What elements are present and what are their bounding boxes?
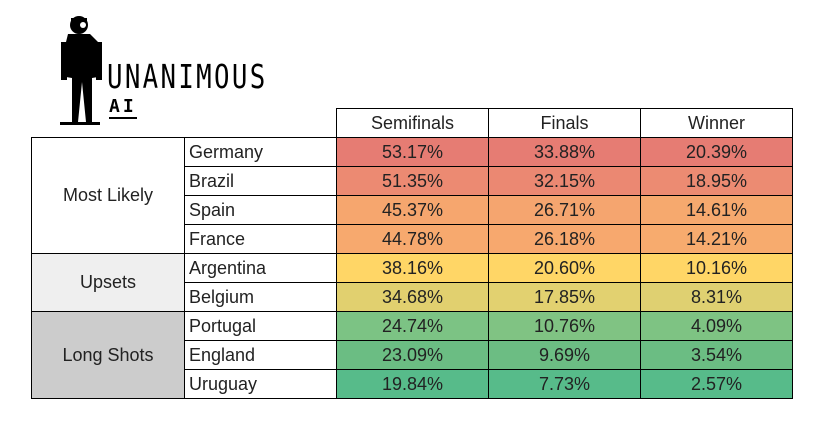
group-label: Most Likely (31, 137, 185, 254)
winner-value: 10.16% (640, 253, 793, 283)
probability-table: Semifinals Finals Winner Most Likely Germ… (31, 108, 793, 399)
logo-wordmark: UNANIMOUS (107, 57, 268, 96)
table-row: Upsets Argentina 38.16% 20.60% 10.16% (31, 253, 793, 312)
finals-value: 7.73% (488, 369, 641, 399)
winner-value: 20.39% (640, 137, 793, 167)
country-name: England (184, 340, 337, 370)
winner-value: 2.57% (640, 369, 793, 399)
logo-subtitle: AI (109, 96, 137, 119)
header-row: Semifinals Finals Winner (32, 108, 793, 138)
header-winner: Winner (640, 108, 793, 138)
winner-value: 8.31% (640, 282, 793, 312)
semifinals-value: 53.17% (336, 137, 489, 167)
semifinals-value: 44.78% (336, 224, 489, 254)
unanimous-ai-logo: UNANIMOUS AI (60, 12, 320, 127)
group-label: Upsets (31, 253, 185, 312)
semifinals-value: 51.35% (336, 166, 489, 196)
finals-value: 26.71% (488, 195, 641, 225)
group-label: Long Shots (31, 311, 185, 399)
semifinals-value: 19.84% (336, 369, 489, 399)
country-name: France (184, 224, 337, 254)
finals-value: 9.69% (488, 340, 641, 370)
country-name: Portugal (184, 311, 337, 341)
country-name: Belgium (184, 282, 337, 312)
winner-value: 14.61% (640, 195, 793, 225)
country-name: Spain (184, 195, 337, 225)
table-row: England 23.09% 9.69% 3.54% (32, 340, 793, 370)
semifinals-value: 45.37% (336, 195, 489, 225)
country-name: Uruguay (184, 369, 337, 399)
table-row: Most Likely Germany 53.17% 33.88% 20.39% (31, 137, 793, 254)
country-name: Argentina (184, 253, 337, 283)
table-row: Uruguay 19.84% 7.73% 2.57% (32, 369, 793, 399)
finals-value: 17.85% (488, 282, 641, 312)
winner-value: 4.09% (640, 311, 793, 341)
table-row: Brazil 51.35% 32.15% 18.95% (32, 166, 793, 196)
semifinals-value: 34.68% (336, 282, 489, 312)
table-row: Long Shots Portugal 24.74% 10.76% 4.09% (31, 311, 793, 399)
winner-value: 3.54% (640, 340, 793, 370)
winner-value: 18.95% (640, 166, 793, 196)
finals-value: 32.15% (488, 166, 641, 196)
header-finals: Finals (488, 108, 641, 138)
country-name: Germany (184, 137, 337, 167)
winner-value: 14.21% (640, 224, 793, 254)
semifinals-value: 23.09% (336, 340, 489, 370)
header-semifinals: Semifinals (336, 108, 489, 138)
finals-value: 33.88% (488, 137, 641, 167)
finals-value: 10.76% (488, 311, 641, 341)
country-name: Brazil (184, 166, 337, 196)
finals-value: 26.18% (488, 224, 641, 254)
table-row: France 44.78% 26.18% 14.21% (32, 224, 793, 254)
finals-value: 20.60% (488, 253, 641, 283)
diver-silhouette-icon (60, 16, 102, 125)
semifinals-value: 38.16% (336, 253, 489, 283)
semifinals-value: 24.74% (336, 311, 489, 341)
